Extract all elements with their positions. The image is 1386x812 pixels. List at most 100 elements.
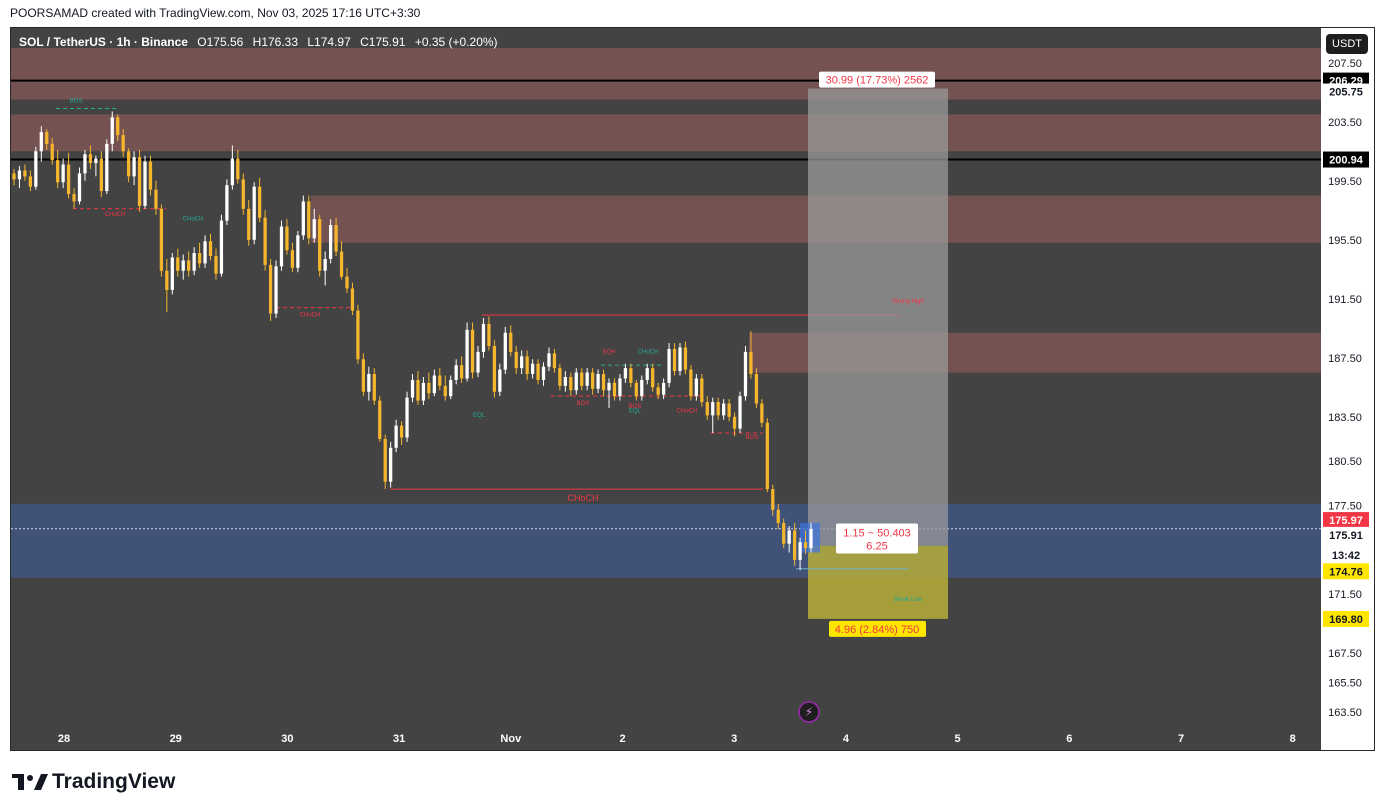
candle-body <box>219 220 224 274</box>
candle-body <box>72 194 76 202</box>
target-label-bg <box>819 71 935 88</box>
ohlc-low: L174.97 <box>307 35 351 49</box>
price-badge-target-bg <box>1323 83 1369 100</box>
x-tick-label: 3 <box>731 733 737 745</box>
candle-body <box>689 369 693 397</box>
candle-body <box>503 332 507 370</box>
candle-body <box>399 425 404 438</box>
candle-body <box>601 374 606 391</box>
candle-body <box>809 528 813 549</box>
candle-body <box>465 329 469 379</box>
candle-body <box>640 379 644 397</box>
candle-body <box>143 161 147 206</box>
candle-body <box>99 158 103 192</box>
x-tick-label: 7 <box>1178 733 1184 745</box>
candle-body <box>749 351 753 375</box>
price-badge-current-red-bg <box>1323 512 1369 529</box>
candle-body <box>12 173 16 180</box>
currency-badge[interactable]: USDT <box>1326 34 1368 54</box>
candle-body <box>34 151 38 187</box>
candle-body <box>241 179 245 209</box>
ohlc-high: H176.33 <box>252 35 299 49</box>
candle-body <box>247 208 251 240</box>
price-badge-200: 200.94 <box>1329 155 1364 167</box>
y-tick-label: 187.50 <box>1328 353 1362 365</box>
price-badge-entry-bg <box>1323 563 1369 580</box>
time-axis <box>11 734 1321 750</box>
symbol-pair[interactable]: SOL / TetherUS · 1h · Binance <box>19 35 188 49</box>
price-badge-countdown: 13:42 <box>1332 550 1360 562</box>
price-badge-countdown-bg <box>1323 547 1369 564</box>
candle-body <box>214 256 218 274</box>
candle-body <box>56 160 60 183</box>
candle-body <box>410 379 415 398</box>
y-tick-label: 165.50 <box>1328 677 1362 689</box>
structure-label: EQL <box>629 408 642 414</box>
candle-body <box>39 132 43 152</box>
tradingview-wordmark: TradingView <box>52 770 176 793</box>
symbol-header: SOL / TetherUS · 1h · Binance O175.56 H1… <box>19 35 504 49</box>
x-tick-label: 2 <box>619 733 625 745</box>
chart-panel[interactable]: 30.99 (17.73%) 2562 1.15 ~ 50.403 6.25 4.96… <box>10 27 1375 751</box>
candle-body <box>378 400 382 439</box>
ohlc-open: O175.56 <box>197 35 244 49</box>
x-tick-label: 6 <box>1066 733 1072 745</box>
candle-body <box>28 176 33 187</box>
y-tick-label: 167.50 <box>1328 648 1362 660</box>
price-badge-current-bg <box>1323 526 1369 543</box>
x-tick-label: 31 <box>393 733 405 745</box>
structure-label: EQL <box>473 413 486 419</box>
candle-body <box>83 154 87 174</box>
candle-body <box>290 250 295 268</box>
supply-zone <box>11 114 1321 152</box>
candle-body <box>50 143 54 161</box>
structure-label: CHoCH <box>300 312 321 318</box>
candle-body <box>481 323 486 352</box>
candle-body <box>705 402 709 416</box>
candle-body <box>498 369 502 392</box>
structure-label: BOS <box>629 404 642 410</box>
y-tick-label: 183.50 <box>1328 412 1362 424</box>
price-badge-stop: 169.80 <box>1329 614 1363 626</box>
candle-body <box>187 260 191 271</box>
candle-body <box>645 368 649 380</box>
alert-icon <box>798 701 820 723</box>
candle-body <box>23 170 27 177</box>
candle-body <box>694 378 699 397</box>
price-badge-current: 175.91 <box>1329 530 1363 542</box>
y-tick-label: 180.50 <box>1328 456 1362 468</box>
candle-body <box>159 208 164 271</box>
candle-body <box>634 382 638 397</box>
candle-body <box>279 226 284 267</box>
price-badge-target: 205.75 <box>1329 87 1363 99</box>
candle-body <box>667 348 671 383</box>
candle-body <box>230 158 234 186</box>
candle-body <box>339 251 344 277</box>
structure-label: CHoCH <box>105 212 126 218</box>
candle-body <box>569 376 573 391</box>
candle-body <box>427 382 431 394</box>
candle-body <box>547 353 551 367</box>
candle-body <box>732 416 737 429</box>
candle-body <box>492 346 497 392</box>
candle-body <box>203 241 207 264</box>
candle-body <box>656 387 660 395</box>
price-badge-200-bg <box>1323 151 1369 168</box>
candle-body <box>116 117 120 136</box>
structure-label: BOS <box>746 435 759 441</box>
candle-body <box>683 347 688 370</box>
candle-body <box>181 260 185 271</box>
candle-body <box>176 257 180 271</box>
candle-body <box>170 257 174 290</box>
candle-body <box>258 186 262 218</box>
ratio-sub-label: 6.25 <box>866 540 887 552</box>
structure-label: CHoCH <box>567 493 598 503</box>
candle-body <box>225 185 229 221</box>
y-tick-label: 199.50 <box>1328 176 1362 188</box>
candle-body <box>208 241 213 257</box>
structure-label: BOS <box>577 401 590 407</box>
ratio-label: 1.15 ~ 50.403 <box>843 527 911 539</box>
candle-body <box>672 348 677 372</box>
candle-body <box>514 351 518 369</box>
